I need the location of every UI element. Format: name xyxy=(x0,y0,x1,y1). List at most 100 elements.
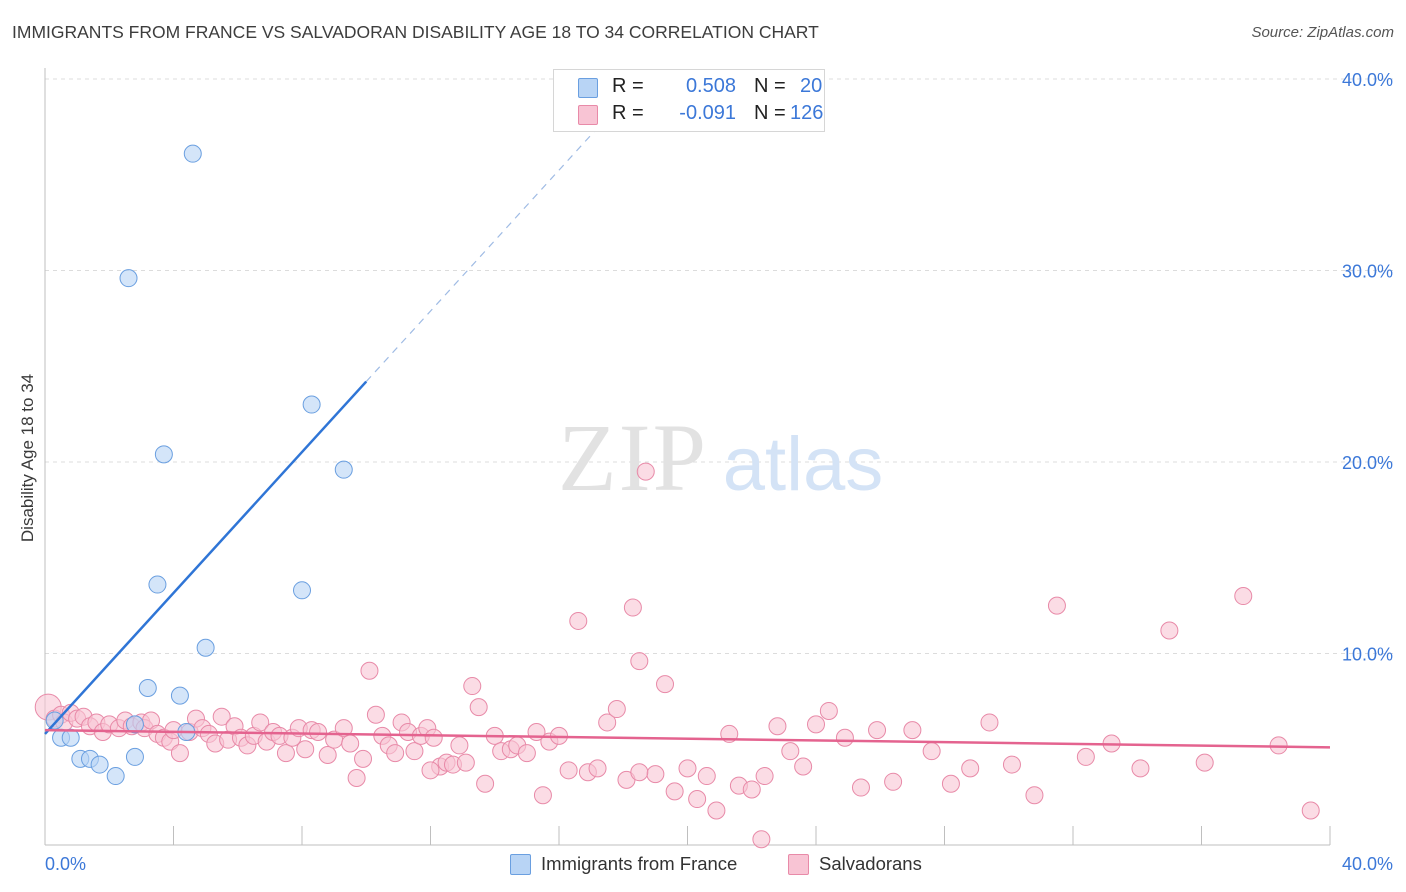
salvadorans-point xyxy=(456,753,475,772)
salvadorans-point xyxy=(170,744,189,763)
legend-swatch-salvadorans xyxy=(578,105,598,125)
salvadorans-point xyxy=(903,721,922,740)
salvadorans-point xyxy=(1131,759,1150,778)
axes xyxy=(44,68,1331,846)
salvadorans-point xyxy=(755,767,774,786)
salvadorans-point xyxy=(476,774,495,793)
salvadorans-point xyxy=(922,742,941,761)
salvadorans-trend-line xyxy=(44,728,1331,749)
series-label-france: Immigrants from France xyxy=(541,853,738,874)
france-point xyxy=(90,755,109,774)
salvadorans-point xyxy=(665,782,684,801)
salvadorans-point xyxy=(318,745,337,764)
salvadorans-point xyxy=(623,598,642,617)
salvadorans-point xyxy=(569,611,588,630)
salvadorans-point xyxy=(630,652,649,671)
salvadorans-point xyxy=(598,713,617,732)
france-point xyxy=(125,715,144,734)
france-point xyxy=(154,445,173,464)
y-tick-label: 40.0% xyxy=(1342,70,1393,90)
france-point xyxy=(138,678,157,697)
salvadorans-point xyxy=(421,761,440,780)
salvadorans-point xyxy=(980,713,999,732)
legend-n-value: 20 xyxy=(800,75,823,97)
legend-n-key: N = xyxy=(754,75,786,97)
salvadorans-point xyxy=(517,744,536,763)
salvadorans-point xyxy=(334,719,353,738)
salvadorans-points xyxy=(34,462,1320,849)
salvadorans-point xyxy=(742,780,761,799)
trend-lines xyxy=(44,81,1331,749)
salvadorans-point xyxy=(354,749,373,768)
france-point xyxy=(170,686,189,705)
france-point xyxy=(45,711,64,730)
series-swatch-france xyxy=(510,854,531,875)
salvadorans-point xyxy=(251,713,270,732)
salvadorans-point xyxy=(405,742,424,761)
salvadorans-point xyxy=(469,698,488,717)
legend-r-key: R = xyxy=(612,102,644,124)
salvadorans-point xyxy=(636,462,655,481)
salvadorans-point xyxy=(1301,801,1320,820)
salvadorans-point xyxy=(781,742,800,761)
salvadorans-point xyxy=(360,661,379,680)
france-points xyxy=(45,144,353,786)
salvadorans-point xyxy=(607,700,626,719)
legend-n-key: N = xyxy=(754,102,786,124)
salvadorans-point xyxy=(835,728,854,747)
france-point xyxy=(125,747,144,766)
france-point xyxy=(148,575,167,594)
salvadorans-point xyxy=(309,723,328,742)
salvadorans-point xyxy=(276,744,295,763)
france-point xyxy=(183,144,202,163)
salvadorans-point xyxy=(341,734,360,753)
legend-r-value: -0.091 xyxy=(679,102,736,124)
france-point xyxy=(196,638,215,657)
salvadorans-point xyxy=(450,736,469,755)
france-point xyxy=(293,581,311,600)
salvadorans-point xyxy=(807,715,825,734)
france-point xyxy=(334,460,353,479)
salvadorans-point xyxy=(961,759,980,778)
salvadorans-point xyxy=(707,801,726,820)
france-point xyxy=(106,767,125,786)
watermark-zip: ZIP xyxy=(558,404,708,511)
salvadorans-point xyxy=(1160,621,1179,640)
france-point xyxy=(61,728,80,747)
series-legend: Immigrants from France Salvadorans xyxy=(0,852,1406,878)
salvadorans-point xyxy=(1076,747,1095,766)
salvadorans-point xyxy=(656,675,675,694)
legend-swatch-france xyxy=(578,78,598,98)
salvadorans-point xyxy=(463,677,482,696)
france-point xyxy=(119,269,138,288)
y-tick-label: 30.0% xyxy=(1342,262,1393,282)
salvadorans-point xyxy=(559,761,578,780)
salvadorans-point xyxy=(630,763,649,782)
x-tick-label: 0.0% xyxy=(45,854,86,874)
salvadorans-point xyxy=(1047,596,1066,615)
salvadorans-point xyxy=(884,772,903,791)
salvadorans-point xyxy=(678,759,697,778)
salvadorans-point xyxy=(941,774,960,793)
salvadorans-point xyxy=(688,790,707,809)
y-tick-label: 20.0% xyxy=(1342,453,1393,473)
salvadorans-point xyxy=(697,767,716,786)
x-tick-label: 40.0% xyxy=(1342,854,1393,874)
legend-n-value: 126 xyxy=(790,102,824,124)
france-point xyxy=(302,395,321,414)
salvadorans-point xyxy=(768,717,787,736)
salvadorans-point xyxy=(424,728,443,747)
salvadorans-point xyxy=(868,721,887,740)
salvadorans-point xyxy=(366,705,385,724)
series-swatch-salvadorans xyxy=(788,854,809,875)
salvadorans-point xyxy=(1002,755,1021,774)
y-tick-label: 10.0% xyxy=(1342,645,1393,665)
salvadorans-point xyxy=(851,778,870,797)
salvadorans-point xyxy=(819,701,838,720)
grid-lines xyxy=(45,78,1393,654)
salvadorans-point xyxy=(212,707,231,726)
salvadorans-point xyxy=(1195,753,1214,772)
salvadorans-point xyxy=(588,759,607,778)
france-trend-line xyxy=(44,380,368,735)
salvadorans-point xyxy=(1234,587,1253,606)
